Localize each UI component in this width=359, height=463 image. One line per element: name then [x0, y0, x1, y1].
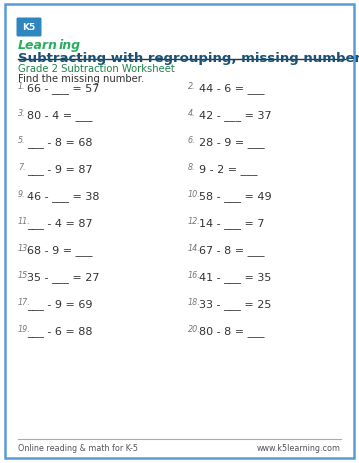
Text: 2.: 2.	[188, 82, 196, 91]
Text: ing: ing	[59, 39, 81, 52]
Text: 20.: 20.	[188, 324, 201, 333]
Text: 16.: 16.	[188, 270, 201, 279]
Text: 28 - 9 = ___: 28 - 9 = ___	[199, 137, 265, 148]
Text: 14 - ___ = 7: 14 - ___ = 7	[199, 218, 265, 228]
Text: 66 - ___ = 57: 66 - ___ = 57	[27, 83, 99, 94]
Text: 80 - 4 = ___: 80 - 4 = ___	[27, 110, 93, 121]
Text: 13.: 13.	[18, 244, 31, 252]
Text: 9.: 9.	[18, 189, 25, 199]
Text: 7.: 7.	[18, 163, 25, 172]
Text: ___ - 9 = 87: ___ - 9 = 87	[27, 163, 93, 175]
Text: 58 - ___ = 49: 58 - ___ = 49	[199, 191, 272, 201]
Text: 68 - 9 = ___: 68 - 9 = ___	[27, 244, 93, 256]
Text: 9 - 2 = ___: 9 - 2 = ___	[199, 163, 257, 175]
Text: 18.: 18.	[188, 297, 201, 307]
Text: ___ - 6 = 88: ___ - 6 = 88	[27, 325, 93, 336]
Text: 4.: 4.	[188, 109, 196, 118]
Text: 3.: 3.	[18, 109, 25, 118]
Text: 11.: 11.	[18, 217, 31, 225]
Text: 10.: 10.	[188, 189, 201, 199]
Text: Learn: Learn	[18, 39, 58, 52]
Text: 12.: 12.	[188, 217, 201, 225]
Text: Find the missing number.: Find the missing number.	[18, 74, 144, 84]
Text: 14.: 14.	[188, 244, 201, 252]
Text: ___ - 4 = 87: ___ - 4 = 87	[27, 218, 93, 228]
Text: 44 - 6 = ___: 44 - 6 = ___	[199, 83, 265, 94]
Text: 5.: 5.	[18, 136, 25, 144]
Text: 1.: 1.	[18, 82, 25, 91]
Text: 42 - ___ = 37: 42 - ___ = 37	[199, 110, 272, 121]
Text: 33 - ___ = 25: 33 - ___ = 25	[199, 298, 271, 309]
FancyBboxPatch shape	[17, 19, 42, 38]
Text: Subtracting with regrouping, missing number: Subtracting with regrouping, missing num…	[18, 52, 359, 65]
Text: 15.: 15.	[18, 270, 31, 279]
Text: Grade 2 Subtraction Worksheet: Grade 2 Subtraction Worksheet	[18, 64, 175, 74]
Text: 17.: 17.	[18, 297, 31, 307]
Text: Online reading & math for K-5: Online reading & math for K-5	[18, 443, 138, 452]
Text: 19.: 19.	[18, 324, 31, 333]
Text: 35 - ___ = 27: 35 - ___ = 27	[27, 271, 99, 282]
Text: 67 - 8 = ___: 67 - 8 = ___	[199, 244, 265, 256]
Text: 41 - ___ = 35: 41 - ___ = 35	[199, 271, 271, 282]
Text: 6.: 6.	[188, 136, 196, 144]
Text: K5: K5	[22, 24, 36, 32]
Text: 8.: 8.	[188, 163, 196, 172]
Text: ___ - 8 = 68: ___ - 8 = 68	[27, 137, 93, 148]
Text: www.k5learning.com: www.k5learning.com	[257, 443, 341, 452]
Text: ___ - 9 = 69: ___ - 9 = 69	[27, 298, 93, 309]
Text: 46 - ___ = 38: 46 - ___ = 38	[27, 191, 99, 201]
Text: 80 - 8 = ___: 80 - 8 = ___	[199, 325, 265, 336]
